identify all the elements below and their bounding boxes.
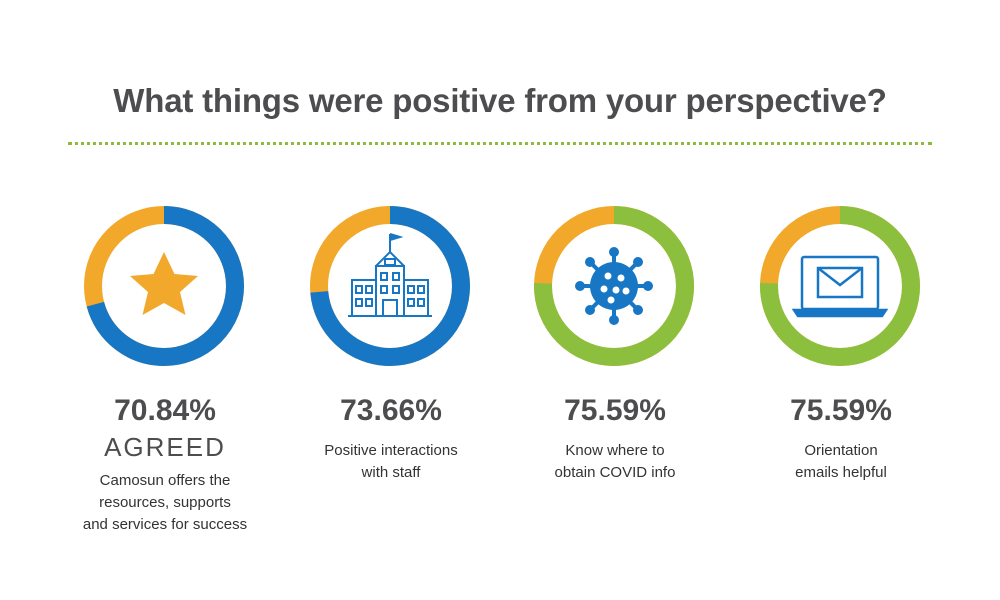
donut-chart <box>84 206 244 366</box>
description-line: emails helpful <box>795 464 887 481</box>
virus-icon <box>575 247 653 325</box>
stat-card-orientation: 75.59% Orientation emails helpful <box>726 196 956 576</box>
description-line: and services for success <box>82 516 248 533</box>
stat-description: Know where to obtain COVID info <box>500 440 730 484</box>
donut-chart <box>760 206 920 366</box>
stat-value: 73.66% <box>340 394 442 427</box>
description-line: resources, supports <box>99 494 231 511</box>
stat-card-staff: 73.66% Positive interactions with staff <box>276 196 506 576</box>
description-line: Orientation <box>804 442 878 459</box>
description-line: obtain COVID info <box>554 464 676 481</box>
page-title: What things were positive from your pers… <box>113 82 887 119</box>
donut-value-arc <box>534 206 694 366</box>
stat-description: Positive interactions with staff <box>276 440 506 484</box>
donut-value-arc <box>760 206 920 366</box>
description-line: Positive interactions <box>324 442 458 459</box>
dotted-divider <box>68 142 932 145</box>
donut-value-arc <box>84 206 244 366</box>
stat-value: 75.59% <box>564 394 666 427</box>
star-icon <box>130 252 198 315</box>
stat-card-covid: 75.59% Know where to obtain COVID info <box>500 196 730 576</box>
stat-sublabel: AGREED <box>104 432 226 462</box>
stat-description: Camosun offers the resources, supports a… <box>50 470 280 536</box>
stat-card-resources: 70.84% AGREED Camosun offers the resourc… <box>50 196 280 576</box>
donut-chart <box>310 206 470 366</box>
donut-chart <box>534 206 694 366</box>
description-line: Know where to <box>565 442 665 459</box>
laptop-email-icon <box>791 255 889 318</box>
description-line: with staff <box>361 464 421 481</box>
stat-description: Orientation emails helpful <box>726 440 956 484</box>
description-line: Camosun offers the <box>99 472 231 489</box>
building-icon <box>348 233 432 317</box>
stat-value: 75.59% <box>790 394 892 427</box>
stat-value: 70.84% <box>114 394 216 427</box>
donut-value-arc <box>310 206 470 366</box>
